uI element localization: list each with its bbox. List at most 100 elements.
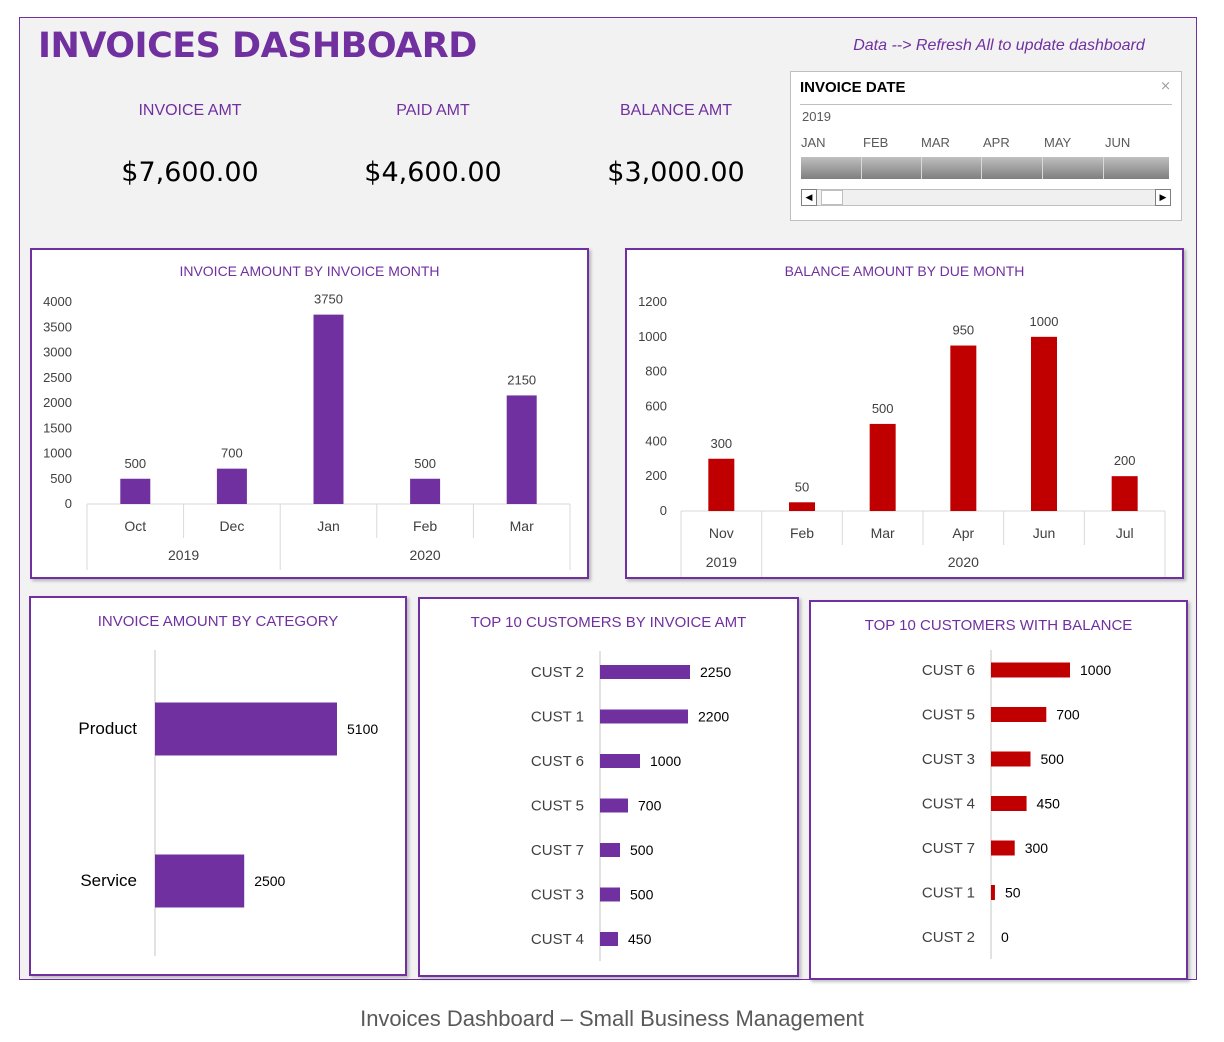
y-tick-label: 0 [65,496,72,511]
slicer-scrollbar[interactable]: ◀ ▶ [801,189,1171,206]
category-chart-svg: INVOICE AMOUNT BY CATEGORY Product 5100 Ser… [78,613,378,956]
bar [991,885,995,900]
bar [313,314,344,504]
data-label: 500 [414,456,436,471]
category-label: CUST 6 [922,662,975,679]
chart-balance-by-due-month: BALANCE AMOUNT BY DUE MONTH 0 200 400 600 800… [625,248,1184,579]
bar [991,840,1015,856]
x-tick-label: Feb [790,525,814,541]
clear-filter-icon[interactable]: ⨯ [1160,78,1171,93]
y-tick-label: 600 [645,399,667,414]
category-label: CUST 2 [531,664,584,681]
data-label: 5100 [347,721,378,737]
x-tick-label: Dec [219,518,244,534]
kpi-invoice-label: INVOICE AMT [138,102,242,119]
kpi-paid-label: PAID AMT [396,102,470,119]
kpi-paid-value: $4,600.00 [364,157,502,188]
invoice-month-chart-svg: INVOICE AMOUNT BY INVOICE MONTH 0 500 1000 1… [43,263,571,570]
category-label: CUST 7 [922,840,975,857]
data-label: 1000 [1080,662,1111,678]
bar [600,798,628,813]
bar [869,423,896,511]
bar [120,478,151,504]
category-label: CUST 4 [531,931,584,948]
slicer-month-jan[interactable]: JAN [801,135,826,150]
category-label: CUST 3 [531,887,584,904]
slicer-divider [800,104,1172,105]
slicer-month-mar[interactable]: MAR [921,135,950,150]
y-tick-label: 1000 [43,446,72,461]
top-customers-balance-svg: TOP 10 CUSTOMERS WITH BALANCE CUST 6 1000 C… [865,617,1133,959]
page-caption: Invoices Dashboard – Small Business Mana… [360,1006,864,1031]
chart-invoice-by-category: INVOICE AMOUNT BY CATEGORY Product 5100 Ser… [29,596,407,976]
x-group-label: 2020 [948,554,979,570]
y-tick-label: 1500 [43,420,72,435]
kpi-balance-value: $3,000.00 [607,157,745,188]
data-label: 3750 [314,292,343,307]
balance-month-chart-svg: BALANCE AMOUNT BY DUE MONTH 0 200 400 600 800… [638,263,1166,577]
data-label: 500 [1041,751,1065,767]
category-label: CUST 1 [922,885,975,902]
bar [1031,336,1057,511]
y-tick-label: 400 [645,433,667,448]
chart-title: TOP 10 CUSTOMERS WITH BALANCE [865,617,1133,634]
kpi-balance-label: BALANCE AMT [619,102,733,119]
data-label: 1000 [1030,314,1059,329]
slicer-year: 2019 [802,109,831,124]
data-label: 2500 [254,873,285,889]
x-tick-label: Feb [413,518,437,534]
data-label: 450 [1037,796,1061,812]
slicer-title: INVOICE DATE [800,79,906,96]
slicer-month-feb[interactable]: FEB [863,135,889,150]
bar [600,932,618,946]
bar [410,478,441,504]
chart-top-customers-invoice: TOP 10 CUSTOMERS BY INVOICE AMT CUST 2 225… [418,597,799,977]
data-label: 300 [710,436,732,451]
bar [1111,476,1138,511]
slicer-timeline-divider [1042,157,1043,179]
data-label: 2250 [700,664,731,680]
x-tick-label: Jul [1116,525,1134,541]
scroll-left-icon[interactable]: ◀ [801,189,817,206]
x-tick-label: Mar [871,525,895,541]
bar [600,665,690,679]
data-label: 500 [872,401,894,416]
dashboard-title: INVOICES DASHBOARD [38,26,477,66]
x-tick-label: Apr [952,525,974,541]
scroll-right-icon[interactable]: ▶ [1155,189,1171,206]
bar [600,709,688,724]
y-tick-label: 2500 [43,370,72,385]
y-tick-label: 0 [660,503,667,518]
data-label: 200 [1114,453,1136,468]
data-label: 500 [630,887,654,903]
data-label: 1000 [650,753,681,769]
y-tick-label: 500 [50,471,72,486]
category-label: Service [80,871,137,890]
x-tick-label: Jun [1033,525,1056,541]
slicer-month-may[interactable]: MAY [1044,135,1072,150]
y-tick-label: 1000 [638,329,667,344]
scroll-thumb[interactable] [821,190,843,205]
category-label: CUST 7 [531,842,584,859]
data-label: 50 [1005,885,1021,901]
data-label: 700 [221,446,243,461]
data-label: 700 [638,798,662,814]
chart-title: INVOICE AMOUNT BY CATEGORY [98,613,339,630]
bar [991,796,1027,811]
data-label: 2200 [698,709,729,725]
slicer-month-jun[interactable]: JUN [1105,135,1131,150]
bar [506,395,537,504]
refresh-note: Data --> Refresh All to update dashboard [853,37,1145,54]
data-label: 50 [795,479,809,494]
chart-top-customers-balance: TOP 10 CUSTOMERS WITH BALANCE CUST 6 1000 C… [809,600,1188,980]
invoice-date-slicer[interactable]: INVOICE DATE ⨯ 2019 JAN FEB MAR APR MAY … [790,71,1182,221]
y-tick-label: 200 [645,468,667,483]
data-label: 500 [124,456,146,471]
bar [991,751,1031,767]
category-label: CUST 4 [922,796,975,813]
slicer-timeline-bar[interactable] [801,157,1169,179]
slicer-month-apr[interactable]: APR [983,135,1010,150]
category-label: CUST 1 [531,709,584,726]
data-label: 2150 [507,372,536,387]
x-group-label: 2019 [706,554,737,570]
